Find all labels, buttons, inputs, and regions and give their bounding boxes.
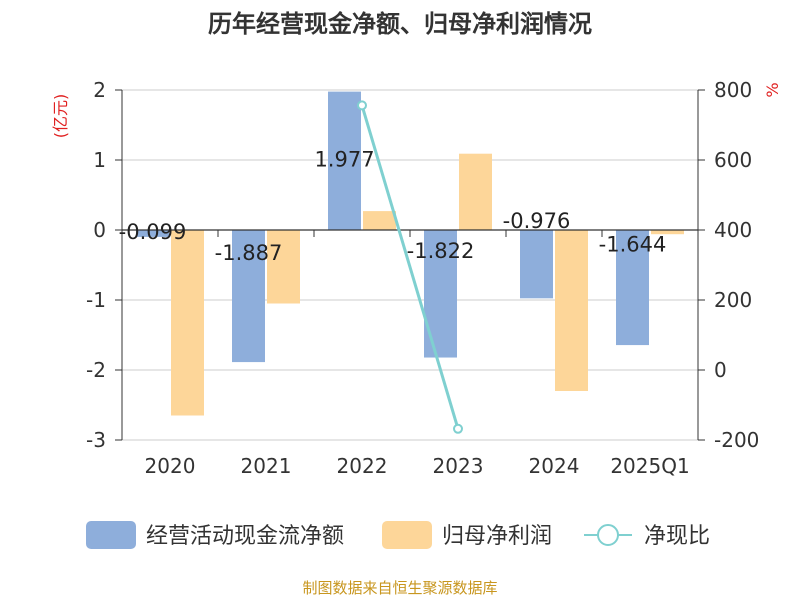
category-label: 2021 (241, 454, 292, 478)
left-tick-label: 0 (93, 218, 106, 242)
right-tick-label: -200 (714, 428, 759, 452)
cashflow-bar (520, 230, 553, 299)
cashflow-bar (616, 230, 649, 346)
legend-swatch (382, 521, 432, 549)
category-label: 2025Q1 (610, 454, 689, 478)
right-tick-label: 800 (714, 78, 752, 102)
cashflow-data-label: -1.822 (407, 239, 475, 263)
left-axis-unit: (亿元) (51, 94, 70, 139)
left-tick-label: -1 (86, 288, 106, 312)
cashflow-data-label: -1.887 (215, 241, 283, 265)
category-label: 2020 (145, 454, 196, 478)
ratio-line-series (357, 100, 463, 434)
cashflow-data-label: -0.099 (119, 220, 187, 244)
legend-label: 经营活动现金流净额 (146, 524, 344, 549)
net-profit-bar (555, 230, 588, 391)
cashflow-data-label: 1.977 (314, 148, 374, 172)
ratio-line (360, 104, 460, 430)
right-tick-label: 200 (714, 288, 752, 312)
cashflow-data-label: -1.644 (599, 233, 667, 257)
right-tick-label: 0 (714, 358, 727, 382)
cashflow-bar (232, 230, 265, 363)
category-label: 2023 (433, 454, 484, 478)
cashflow-bar (136, 230, 169, 237)
chart-title: 历年经营现金净额、归母净利润情况 (208, 10, 592, 38)
legend-swatch (86, 521, 136, 549)
net-profit-bar (267, 230, 300, 304)
cashflow-data-label: -0.976 (503, 209, 571, 233)
cashflow-bar (328, 91, 361, 230)
data-labels: -0.099 -1.887 1.977 -1.822 -0.976 -1.644 (119, 148, 667, 265)
net-profit-bar (171, 230, 204, 416)
right-tick-label: 400 (714, 218, 752, 242)
left-tick-label: -2 (86, 358, 106, 382)
category-label: 2022 (337, 454, 388, 478)
legend-label: 净现比 (644, 524, 710, 549)
net-profit-bar (459, 153, 492, 230)
legend-label: 归母净利润 (442, 524, 552, 549)
right-axis-unit: % (763, 82, 782, 97)
axes: 2 1 0 -1 -2 -3 800 600 400 200 0 -200 2020 2021 2022 20… (86, 78, 759, 478)
legend-marker (597, 524, 619, 546)
ratio-point (357, 100, 367, 111)
legend[interactable]: 经营活动现金流净额 归母净利润 净现比 (86, 521, 710, 549)
ratio-point (453, 423, 463, 434)
net-profit-bar (363, 211, 396, 230)
left-tick-label: 2 (93, 78, 106, 102)
net-profit-bar (651, 230, 684, 235)
left-tick-label: -3 (86, 428, 106, 452)
bar-series (136, 91, 684, 416)
left-tick-label: 1 (93, 148, 106, 172)
right-tick-label: 600 (714, 148, 752, 172)
source-note: 制图数据来自恒生聚源数据库 (302, 579, 497, 597)
category-label: 2024 (529, 454, 580, 478)
